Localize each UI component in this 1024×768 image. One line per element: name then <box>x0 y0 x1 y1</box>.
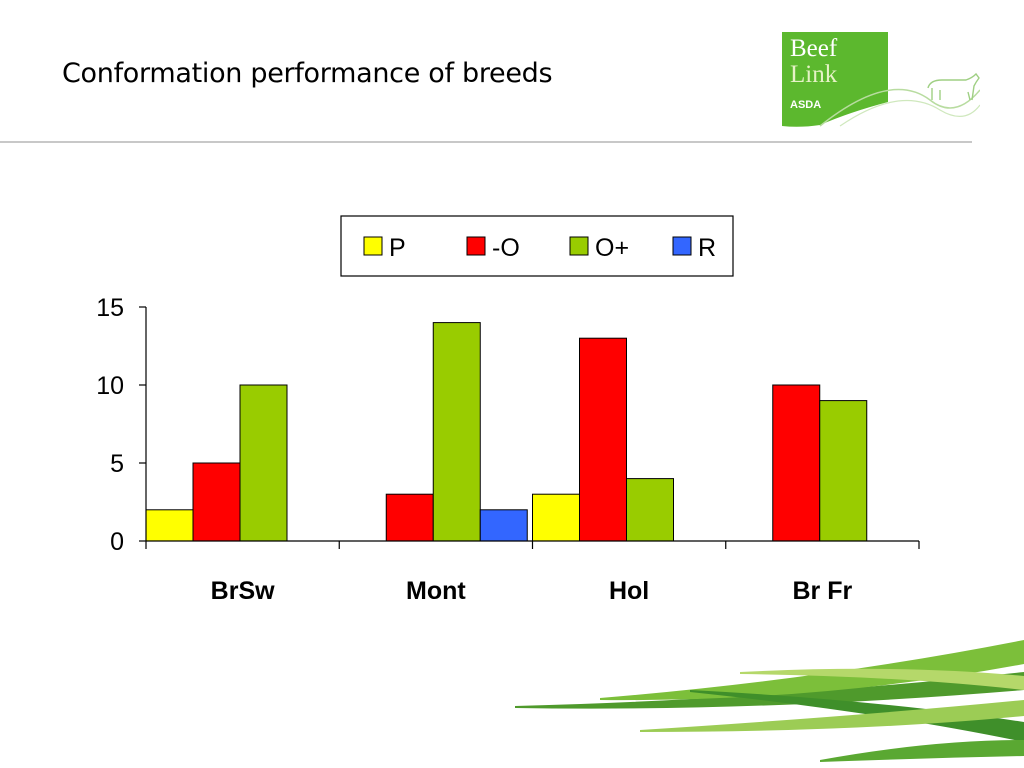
x-category-label: Mont <box>406 577 466 605</box>
legend-swatch-p <box>363 236 383 256</box>
bar-P-brsw <box>145 509 194 542</box>
bar-group <box>145 322 868 542</box>
bar-O-hol <box>579 337 627 542</box>
bar-O-hol <box>626 478 674 542</box>
y-tick-label: 10 <box>96 372 124 400</box>
x-category-label: BrSw <box>211 577 275 605</box>
y-tick-label: 15 <box>96 294 124 322</box>
legend-label: R <box>698 234 716 262</box>
x-category-label: Br Fr <box>793 577 853 605</box>
y-tick-label: 5 <box>110 450 124 478</box>
chart-legend: P -O O+ R <box>340 215 734 277</box>
slide-title: Conformation performance of breeds <box>62 58 553 89</box>
logo-badge <box>782 32 888 127</box>
legend-label: P <box>389 234 406 262</box>
bar-O-brfr <box>772 384 821 542</box>
bar-O-brfr <box>819 400 868 542</box>
legend-label: O+ <box>595 234 629 262</box>
bar-O-brsw <box>192 462 241 542</box>
x-category-label: Hol <box>609 577 649 605</box>
logo-text-beef: Beef <box>790 35 838 62</box>
legend-swatch-o <box>466 236 486 256</box>
y-tick-label: 0 <box>110 528 124 556</box>
bar-O-mont <box>432 322 481 542</box>
logo-swoosh <box>819 88 980 127</box>
bar-O-mont <box>385 493 434 542</box>
bar-R-mont <box>479 509 528 542</box>
legend-label: -O <box>492 234 520 262</box>
bar-P-hol <box>532 493 580 542</box>
beef-link-logo: Beef Link ASDA <box>782 32 980 127</box>
logo-swoosh-2 <box>839 99 980 127</box>
bar-O-brsw <box>239 384 288 542</box>
legend-swatch-r <box>672 236 692 256</box>
logo-text-sponsor: ASDA <box>790 99 821 111</box>
cow-icon <box>927 72 980 101</box>
legend-box <box>340 215 734 277</box>
chart-axes: 0 5 10 15 BrSw Mont Hol Br Fr <box>96 294 920 605</box>
title-divider <box>0 141 972 143</box>
logo-text-link: Link <box>790 61 838 88</box>
legend-swatch-o <box>569 236 589 256</box>
